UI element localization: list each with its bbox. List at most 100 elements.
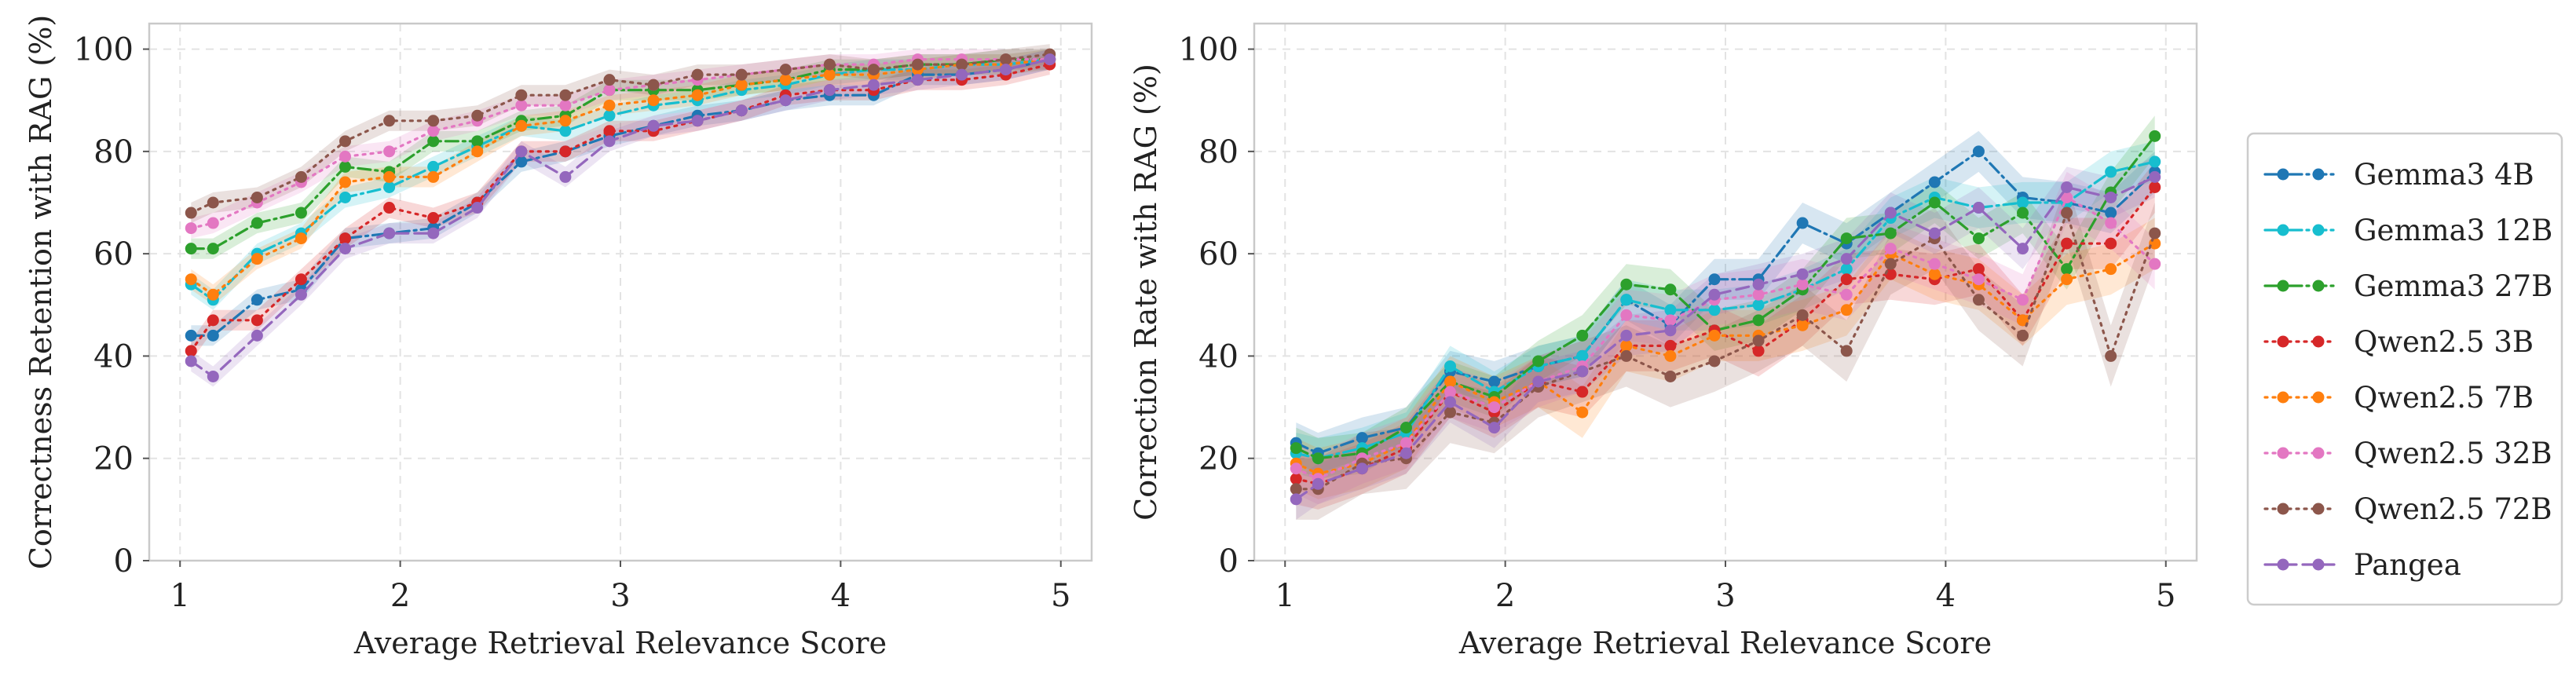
data-point-gemma3-4b (1708, 273, 1721, 286)
data-point-pangea (1884, 207, 1897, 219)
legend-marker (2312, 224, 2325, 236)
data-point-pangea (1312, 477, 1324, 490)
data-point-qwen2-5-7b (1928, 268, 1941, 280)
legend-label: Qwen2.5 72B (2354, 492, 2552, 526)
data-point-gemma3-27b (1752, 314, 1765, 327)
data-point-gemma3-27b (1576, 329, 1589, 342)
data-point-qwen2-5-32b (207, 217, 219, 229)
data-point-qwen2-5-3b (1840, 273, 1853, 286)
data-point-qwen2-5-72b (823, 58, 836, 71)
legend-item-gemma3-12b: Gemma3 12B (2263, 214, 2552, 247)
x-axis-label: Average Retrieval Relevance Score (353, 626, 887, 660)
data-point-pangea (2105, 191, 2117, 203)
legend-label: Qwen2.5 3B (2354, 325, 2534, 359)
data-point-qwen2-5-72b (603, 74, 616, 86)
data-point-gemma3-12b (383, 181, 396, 193)
data-point-qwen2-5-32b (515, 99, 528, 112)
data-point-gemma3-4b (2105, 207, 2117, 219)
data-point-qwen2-5-7b (603, 99, 616, 112)
legend-marker (2277, 447, 2289, 459)
data-point-qwen2-5-32b (2061, 191, 2073, 203)
x-tick-label: 1 (1275, 578, 1295, 614)
data-point-qwen2-5-72b (207, 196, 219, 209)
data-point-gemma3-4b (207, 329, 219, 342)
data-point-qwen2-5-3b (339, 232, 352, 245)
data-point-qwen2-5-7b (1444, 375, 1457, 388)
data-point-qwen2-5-32b (1796, 278, 1809, 291)
data-point-pangea (515, 145, 528, 158)
data-point-gemma3-27b (471, 135, 484, 148)
data-point-gemma3-27b (1928, 196, 1941, 209)
data-point-gemma3-27b (207, 243, 219, 255)
data-point-qwen2-5-32b (1488, 401, 1501, 414)
data-point-pangea (1972, 202, 1985, 214)
data-point-gemma3-4b (1972, 145, 1985, 158)
data-point-qwen2-5-3b (559, 145, 572, 158)
data-point-pangea (1840, 253, 1853, 265)
data-point-qwen2-5-3b (383, 202, 396, 214)
y-tick-label: 60 (93, 236, 134, 272)
x-tick-label: 3 (1715, 578, 1735, 614)
legend-label: Qwen2.5 32B (2354, 437, 2552, 470)
x-tick-label: 4 (831, 578, 851, 614)
data-point-gemma3-4b (1928, 176, 1941, 188)
data-point-qwen2-5-7b (2017, 314, 2029, 327)
confidence-band-qwen2-5-32b (1296, 171, 2155, 505)
confidence-band-qwen2-5-7b (191, 49, 1050, 305)
data-point-qwen2-5-7b (691, 89, 704, 101)
legend-item-gemma3-4b: Gemma3 4B (2263, 158, 2534, 192)
data-point-qwen2-5-3b (1290, 473, 1302, 485)
data-point-qwen2-5-3b (2105, 237, 2117, 250)
data-point-gemma3-27b (1972, 232, 1985, 245)
y-tick-label: 60 (1198, 236, 1239, 272)
data-point-gemma3-27b (1290, 442, 1302, 455)
data-point-qwen2-5-72b (912, 58, 924, 71)
data-point-pangea (823, 84, 836, 97)
data-point-qwen2-5-32b (1972, 273, 1985, 286)
y-tick-label: 20 (93, 441, 134, 477)
data-point-pangea (912, 74, 924, 86)
series-line-qwen2-5-32b (189, 57, 1052, 230)
data-point-gemma3-12b (427, 160, 440, 173)
data-point-pangea (1664, 324, 1677, 337)
series-line-gemma3-12b (1294, 160, 2157, 460)
series-line-qwen2-5-32b (1294, 196, 2157, 481)
data-point-gemma3-4b (515, 155, 528, 168)
data-point-pangea (603, 135, 616, 148)
data-point-gemma3-4b (251, 294, 263, 306)
legend-item-qwen2-5-3b: Qwen2.5 3B (2263, 325, 2534, 359)
data-point-gemma3-27b (1620, 278, 1633, 291)
data-point-qwen2-5-32b (427, 125, 440, 137)
data-point-qwen2-5-32b (1752, 288, 1765, 301)
data-point-pangea (1796, 268, 1809, 280)
legend-label: Gemma3 12B (2354, 214, 2552, 247)
data-point-qwen2-5-3b (185, 345, 197, 357)
data-point-qwen2-5-3b (251, 314, 263, 327)
data-point-qwen2-5-72b (427, 115, 440, 127)
data-point-pangea (559, 170, 572, 183)
data-point-pangea (2149, 170, 2161, 183)
data-point-qwen2-5-3b (295, 273, 307, 286)
y-tick-label: 20 (1198, 441, 1239, 477)
data-point-pangea (867, 79, 880, 91)
data-point-pangea (383, 227, 396, 239)
legend-marker (2277, 558, 2289, 571)
data-point-qwen2-5-32b (2149, 258, 2161, 270)
data-point-qwen2-5-72b (867, 64, 880, 76)
data-point-qwen2-5-72b (1796, 309, 1809, 321)
legend-item-qwen2-5-7b: Qwen2.5 7B (2263, 381, 2534, 415)
left-chart-panel: 1 2 3 4 5 0 20 40 60 80 100 Average Retrieval Relev… (24, 15, 1093, 660)
data-point-pangea (1708, 288, 1721, 301)
data-point-qwen2-5-32b (1664, 314, 1677, 327)
x-axis-label: Average Retrieval Relevance Score (1458, 626, 1992, 660)
legend-item-gemma3-27b: Gemma3 27B (2263, 269, 2552, 303)
legend-marker (2312, 391, 2325, 404)
data-point-qwen2-5-3b (603, 125, 616, 137)
legend-marker (2277, 503, 2289, 515)
data-point-gemma3-27b (185, 243, 197, 255)
data-point-qwen2-5-72b (1840, 345, 1853, 357)
legend: Gemma3 4B Gemma3 12B Gemma3 27B Qwen2.5 3B Q… (2246, 132, 2563, 606)
data-point-qwen2-5-3b (1664, 339, 1677, 352)
data-point-pangea (427, 227, 440, 239)
data-point-gemma3-27b (2017, 207, 2029, 219)
